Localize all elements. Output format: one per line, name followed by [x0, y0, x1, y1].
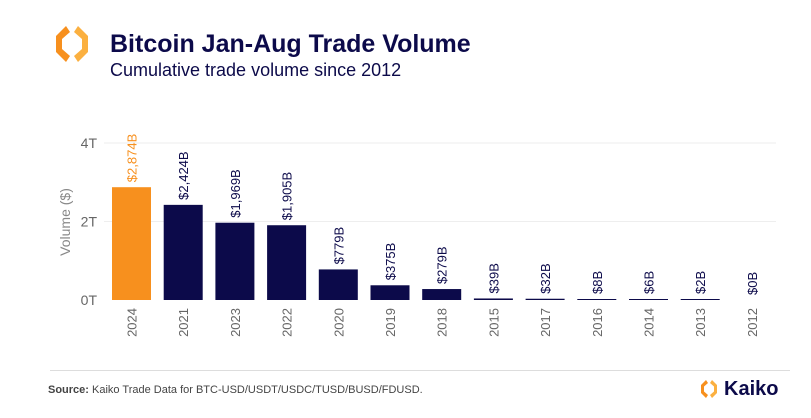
bar-2014	[629, 299, 668, 300]
bar-2016	[577, 299, 617, 300]
bar-2019	[370, 285, 410, 300]
bar-2017	[525, 298, 565, 300]
y-axis-label: Volume ($)	[57, 188, 73, 256]
chart-title: Bitcoin Jan-Aug Trade Volume	[110, 30, 471, 58]
x-tick-label: 2017	[538, 308, 553, 337]
x-tick-label: 2024	[125, 308, 140, 337]
bar-2024	[112, 187, 151, 300]
data-label: $2,874B	[125, 134, 140, 182]
x-tick-label: 2016	[590, 308, 605, 337]
brand-name: Kaiko	[724, 377, 779, 400]
data-label: $6B	[642, 271, 657, 294]
y-tick-label: 4T	[81, 135, 98, 151]
chart-subtitle: Cumulative trade volume since 2012	[110, 60, 402, 80]
x-tick-label: 2018	[435, 308, 450, 337]
data-label: $2B	[693, 271, 708, 294]
divider	[50, 370, 790, 371]
x-tick-label: 2022	[280, 308, 295, 337]
source-note: Source: Kaiko Trade Data for BTC-USD/USD…	[48, 384, 423, 396]
data-label: $1,969B	[228, 169, 243, 217]
data-label: $8B	[590, 271, 605, 294]
y-tick-label: 0T	[81, 292, 98, 308]
data-label: $39B	[486, 263, 501, 293]
x-tick-label: 2014	[642, 308, 657, 337]
data-label: $279B	[435, 246, 450, 284]
bar-2013	[680, 299, 720, 300]
x-tick-label: 2019	[383, 308, 398, 337]
x-tick-label: 2023	[228, 308, 243, 337]
data-label: $0B	[745, 272, 760, 295]
bar-2015	[473, 298, 513, 300]
bar-2021	[163, 204, 203, 300]
bar-2022	[267, 225, 307, 300]
data-label: $1,905B	[280, 172, 295, 220]
x-tick-label: 2012	[745, 308, 760, 337]
bar-2023	[215, 222, 255, 300]
bar-2020	[318, 269, 358, 300]
data-label: $779B	[331, 227, 346, 265]
x-tick-label: 2013	[693, 308, 708, 337]
x-tick-label: 2020	[331, 308, 346, 337]
source-label: Source:	[48, 384, 89, 396]
bar-chart: 0T 2T 4T Volume ($) $2,874B 2024 $2,424B 2021 $1…	[57, 134, 776, 337]
data-label: $375B	[383, 243, 398, 281]
y-tick-label: 2T	[81, 214, 98, 230]
brand-logo: Kaiko	[698, 377, 778, 401]
source-text: Kaiko Trade Data for BTC-USD/USDT/USDC/T…	[88, 384, 423, 396]
x-tick-label: 2015	[486, 308, 501, 337]
data-label: $2,424B	[176, 151, 191, 199]
kaiko-logo-icon	[50, 22, 94, 71]
data-label: $32B	[538, 263, 553, 293]
kaiko-mark-icon	[701, 380, 717, 398]
x-tick-label: 2021	[176, 308, 191, 337]
bar-2018	[422, 289, 462, 300]
